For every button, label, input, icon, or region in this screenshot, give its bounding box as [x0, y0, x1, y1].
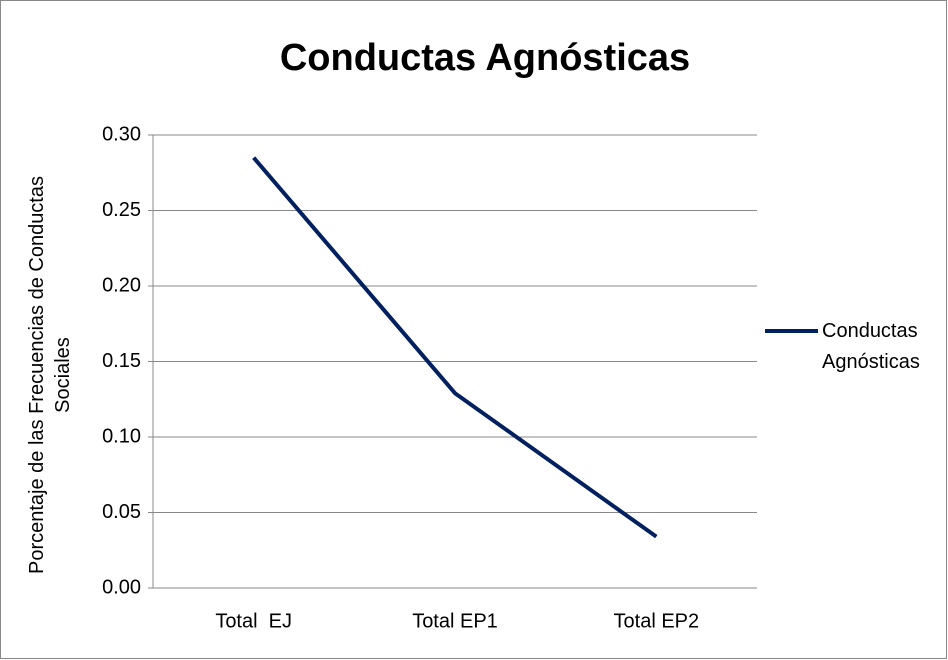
y-tick-label: 0.20 — [102, 274, 141, 296]
x-tick-label: Total EP2 — [614, 610, 700, 632]
y-tick-label: 0.30 — [102, 123, 141, 145]
y-tick-label: 0.00 — [102, 576, 141, 598]
y-tick-label: 0.15 — [102, 350, 141, 372]
legend-label: Conductas Agnósticas — [822, 320, 920, 373]
chart-title: Conductas Agnósticas — [280, 37, 690, 79]
series-line — [252, 156, 658, 539]
y-tick-label: 0.10 — [102, 425, 141, 447]
y-tick-label: 0.25 — [102, 199, 141, 221]
x-tick-label: Total EP1 — [412, 610, 498, 632]
x-tick-label: Total EJ — [215, 610, 292, 632]
y-axis-label: Porcentaje de las Frecuencias de Conduct… — [26, 176, 74, 575]
y-tick-label: 0.05 — [102, 501, 141, 523]
